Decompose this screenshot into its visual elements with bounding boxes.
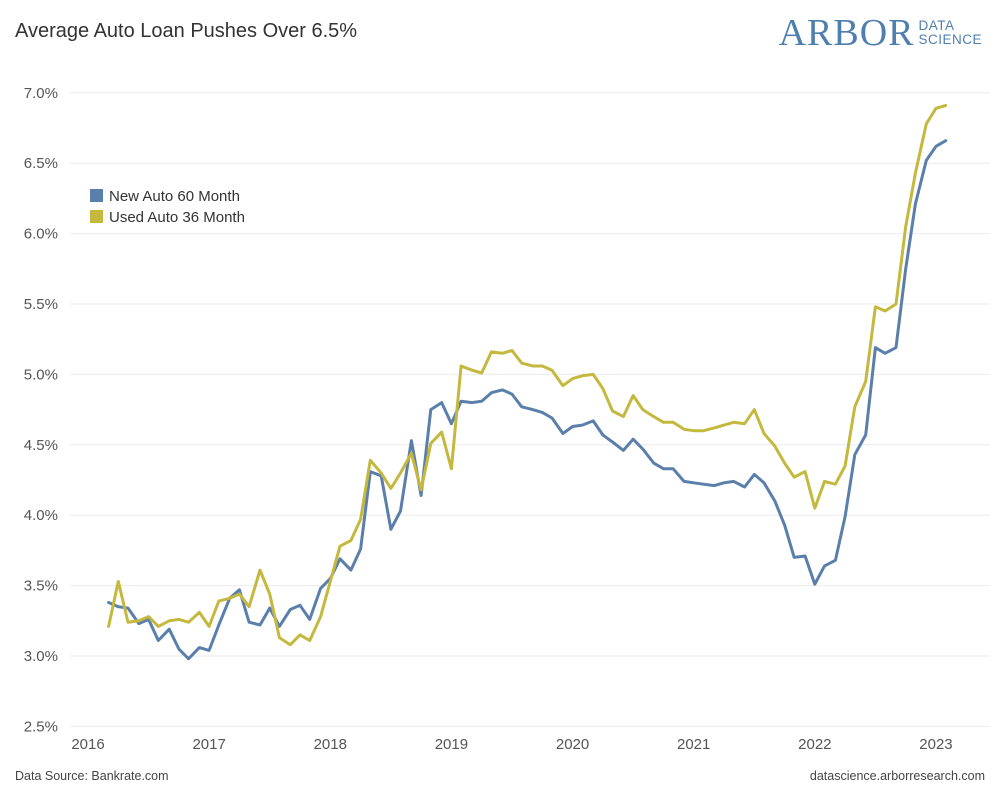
- x-tick-label: 2018: [314, 736, 347, 753]
- logo-sub-line-1: DATA: [918, 18, 955, 33]
- grid-lines: [70, 92, 990, 727]
- y-tick-label: 7.0%: [24, 85, 58, 102]
- arbor-logo: ARBOR DATA SCIENCE: [779, 14, 982, 52]
- legend-label: Used Auto 36 Month: [109, 209, 245, 226]
- data-source-note: Data Source: Bankrate.com: [15, 769, 169, 783]
- y-tick-label: 5.5%: [24, 296, 58, 313]
- y-tick-label: 3.5%: [24, 578, 58, 595]
- x-axis-ticks: 2016 2017 2018 2019 2020 2021 2022 2023: [71, 736, 952, 753]
- x-tick-label: 2017: [192, 736, 225, 753]
- x-tick-label: 2019: [435, 736, 468, 753]
- legend: New Auto 60 Month Used Auto 36 Month: [90, 188, 245, 226]
- y-tick-label: 4.0%: [24, 507, 58, 524]
- y-tick-label: 3.0%: [24, 648, 58, 665]
- series-line-used-auto-36-month: [107, 104, 948, 647]
- x-tick-label: 2020: [556, 736, 589, 753]
- x-tick-label: 2023: [919, 736, 952, 753]
- website-note: datascience.arborresearch.com: [809, 769, 985, 783]
- y-tick-label: 5.0%: [24, 366, 58, 383]
- y-tick-label: 4.5%: [24, 437, 58, 454]
- y-axis-ticks: 2.5% 3.0% 3.5% 4.0% 4.5% 5.0% 5.5% 6.0% 6.5% 7.0%: [24, 85, 58, 736]
- logo-sub-line-2: SCIENCE: [918, 32, 982, 47]
- y-tick-label: 6.0%: [24, 226, 58, 243]
- x-tick-label: 2022: [798, 736, 831, 753]
- series-lines: [107, 104, 948, 661]
- legend-swatch: [90, 210, 103, 223]
- series-line-new-auto-60-month: [107, 139, 948, 661]
- legend-swatch: [90, 189, 103, 202]
- logo-main-text: ARBOR: [778, 12, 915, 54]
- legend-label: New Auto 60 Month: [109, 188, 240, 205]
- x-tick-label: 2016: [71, 736, 104, 753]
- x-tick-label: 2021: [677, 736, 710, 753]
- y-tick-label: 2.5%: [24, 718, 58, 735]
- chart-title: Average Auto Loan Pushes Over 6.5%: [15, 20, 358, 42]
- logo-sub-text: DATA SCIENCE: [918, 19, 982, 47]
- y-tick-label: 6.5%: [24, 155, 58, 172]
